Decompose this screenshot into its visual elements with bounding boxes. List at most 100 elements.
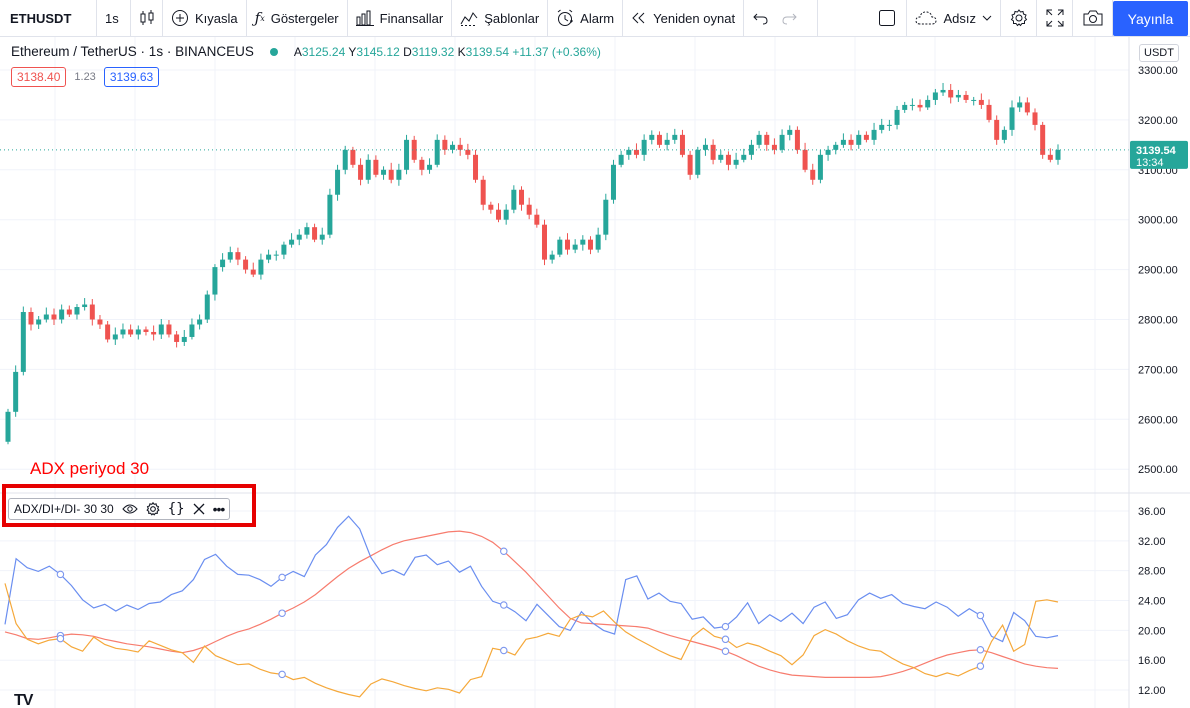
candle: [725, 154, 731, 165]
adx-marker: [500, 547, 508, 556]
candle: [181, 336, 187, 342]
candle: [702, 144, 708, 150]
candle: [419, 159, 425, 170]
indicator-tick-label: 32.00: [1138, 536, 1166, 548]
close-value: 3139.54: [465, 44, 510, 59]
candle: [672, 134, 678, 140]
candle: [511, 189, 517, 210]
candle: [503, 209, 509, 220]
candle: [411, 139, 417, 160]
candle: [948, 89, 954, 98]
redo-icon[interactable]: [782, 11, 798, 25]
low-label: D: [403, 44, 412, 59]
chart-type-button[interactable]: [131, 0, 163, 37]
candle: [971, 99, 977, 101]
candle: [925, 99, 931, 108]
layout-name-button[interactable]: Adsız: [906, 0, 1001, 37]
price-axis: 2500.00 2600.00 2700.00 2800.00 2900.00 3000.…: [1128, 37, 1188, 708]
financials-button[interactable]: Finansallar: [348, 0, 453, 37]
candle: [465, 149, 471, 155]
candle: [97, 319, 103, 325]
source-code-icon[interactable]: {}: [167, 501, 185, 517]
fullscreen-icon: [1046, 9, 1064, 27]
settings-gear-icon[interactable]: [146, 502, 160, 516]
publish-label: Yayınla: [1127, 10, 1174, 27]
candle: [679, 134, 685, 155]
candle: [825, 149, 831, 155]
high-value: 3145.12: [356, 44, 400, 59]
candle: [335, 169, 341, 195]
fullscreen-button[interactable]: [1037, 0, 1073, 37]
templates-button[interactable]: Şablonlar: [452, 0, 549, 37]
candle: [480, 179, 486, 205]
settings-button[interactable]: [1001, 0, 1037, 37]
candle: [549, 254, 555, 260]
candle: [59, 309, 65, 320]
candle: [143, 329, 149, 332]
snapshot-button[interactable]: [1073, 0, 1113, 37]
candle: [564, 239, 570, 250]
indicator-tick-label: 24.00: [1138, 596, 1166, 608]
candle: [610, 164, 616, 200]
candle: [1009, 107, 1015, 130]
sell-price-button[interactable]: 3138.40: [11, 67, 67, 87]
interval-button[interactable]: 1s: [97, 0, 131, 37]
candle: [258, 259, 264, 275]
open-label: A: [293, 44, 302, 59]
candle: [5, 411, 11, 442]
chart-area[interactable]: 2500.00 2600.00 2700.00 2800.00 2900.00 3000.…: [0, 37, 1190, 708]
compare-button[interactable]: Kıyasla: [163, 0, 247, 37]
di_minus-marker: [721, 635, 730, 644]
eye-icon[interactable]: [122, 503, 138, 515]
more-options-icon[interactable]: •••: [212, 501, 226, 517]
alarm-button[interactable]: Alarm: [548, 0, 624, 37]
adx-marker: [976, 646, 985, 654]
candle: [1055, 149, 1061, 160]
countdown-label: 13:34: [1136, 157, 1164, 169]
candle: [649, 134, 655, 140]
di_plus-marker: [278, 573, 286, 582]
candles-icon: [139, 10, 155, 26]
symbol-label: ETHUSDT: [10, 10, 72, 26]
candle: [656, 134, 662, 145]
adx-marker: [721, 647, 730, 655]
candle: [442, 139, 448, 150]
replay-button[interactable]: Yeniden oynat: [623, 0, 745, 37]
candle: [135, 329, 141, 335]
adx-marker: [278, 609, 286, 617]
candle: [112, 334, 118, 340]
alarm-label: Alarm: [580, 10, 615, 26]
compare-label: Kıyasla: [195, 10, 238, 26]
close-icon[interactable]: [193, 503, 205, 515]
buy-price-button[interactable]: 3139.63: [103, 67, 160, 87]
candle: [641, 139, 647, 155]
layout-toggle-button[interactable]: [868, 0, 906, 37]
price-tick-label: 3200.00: [1138, 115, 1178, 127]
indicator-name: ADX/DI+/DI- 30 30: [14, 502, 114, 516]
currency-badge[interactable]: USDT: [1139, 44, 1179, 62]
candle: [771, 144, 777, 150]
indicator-tick-label: 20.00: [1138, 625, 1166, 637]
undo-icon[interactable]: [752, 11, 768, 25]
candle: [457, 144, 463, 150]
candle: [1032, 112, 1038, 125]
cloud-icon: [915, 11, 937, 25]
layout-name-label: Adsız: [943, 10, 976, 26]
candle: [296, 234, 302, 240]
candle: [779, 134, 785, 150]
rewind-icon: [631, 11, 647, 25]
interval-label: 1s: [105, 10, 119, 26]
candle: [541, 224, 547, 260]
candle: [519, 189, 525, 205]
candle: [710, 144, 716, 160]
candle: [557, 239, 563, 255]
candle: [342, 149, 348, 170]
symbol-search-button[interactable]: ETHUSDT: [0, 0, 97, 37]
candle: [986, 104, 992, 120]
di_minus-marker: [56, 634, 65, 643]
publish-button[interactable]: Yayınla: [1113, 1, 1188, 36]
candle: [687, 154, 693, 175]
candle: [235, 252, 241, 260]
